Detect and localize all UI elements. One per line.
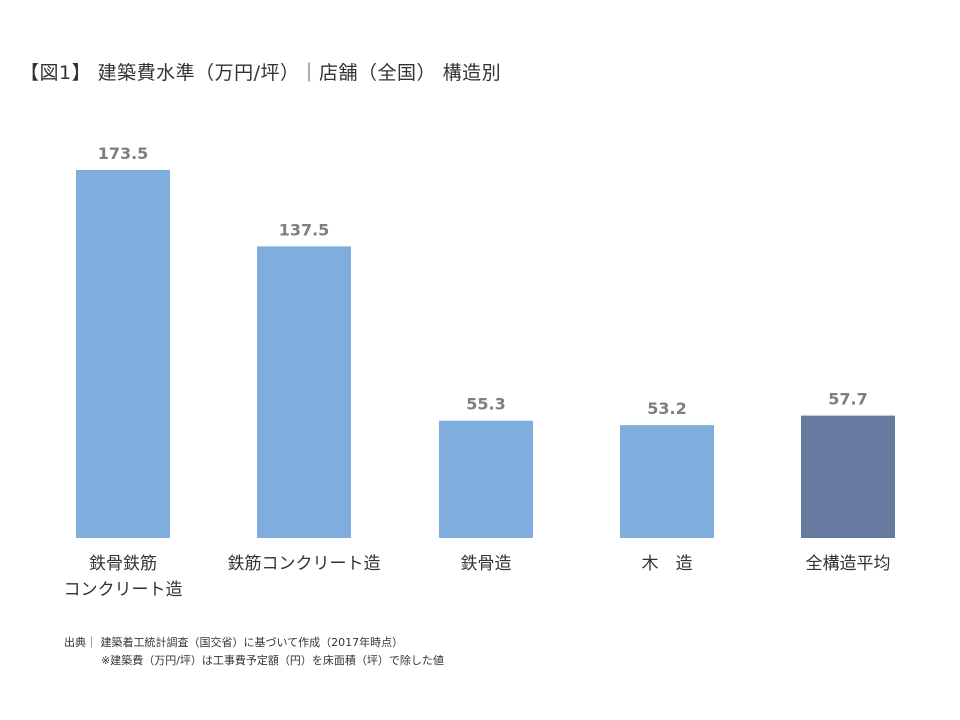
value-label-1: 137.5 [279, 220, 330, 239]
bar-4 [801, 415, 895, 538]
category-label-0-0: 鉄骨鉄筋 [89, 554, 157, 574]
bar-1 [257, 246, 351, 538]
category-label-2: 鉄骨造 [461, 554, 512, 574]
bar-3 [620, 425, 714, 538]
category-label-0-1: コンクリート造 [64, 580, 183, 600]
value-label-0: 173.5 [98, 144, 149, 163]
value-label-2: 55.3 [466, 395, 505, 414]
category-label-4: 全構造平均 [806, 554, 891, 574]
category-label-1: 鉄筋コンクリート造 [228, 554, 381, 574]
formula-note: ※建築費（万円/坪）は工事費予定額（円）を床面積（坪）で除した値 [101, 654, 444, 667]
category-label-3: 木 造 [642, 554, 693, 574]
source-note: 出典｜ 建築着工統計調査（国交省）に基づいて作成（2017年時点） [64, 636, 404, 649]
bar-0 [76, 170, 170, 538]
chart-title: 【図1】 建築費水準（万円/坪）｜店舗（全国） 構造別 [20, 62, 502, 84]
value-label-3: 53.2 [647, 399, 686, 418]
value-label-4: 57.7 [828, 390, 867, 409]
bar-2 [439, 420, 533, 538]
